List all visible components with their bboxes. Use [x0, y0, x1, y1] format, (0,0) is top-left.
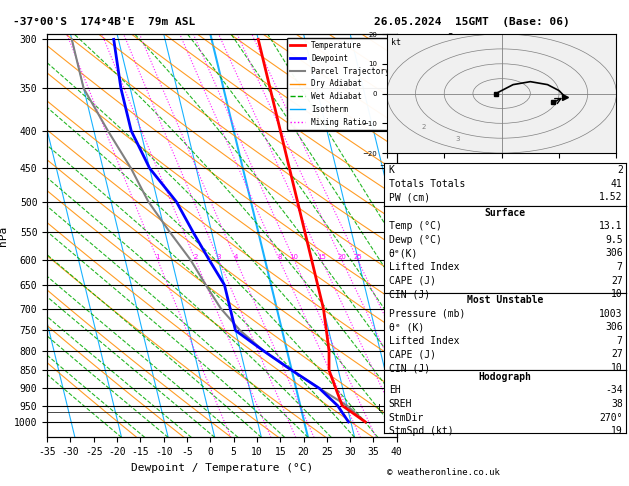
Text: 1003: 1003	[599, 309, 623, 319]
Text: StmDir: StmDir	[389, 413, 424, 423]
Text: Surface: Surface	[484, 208, 525, 218]
Text: Temp (°C): Temp (°C)	[389, 221, 442, 231]
Text: 10: 10	[611, 289, 623, 299]
Text: 19: 19	[611, 426, 623, 436]
Text: 13.1: 13.1	[599, 221, 623, 231]
Text: 2: 2	[421, 124, 426, 130]
Text: CIN (J): CIN (J)	[389, 363, 430, 373]
Text: Lifted Index: Lifted Index	[389, 336, 459, 346]
Text: 9.5: 9.5	[605, 235, 623, 245]
Text: 3: 3	[216, 254, 221, 260]
Text: Totals Totals: Totals Totals	[389, 179, 465, 189]
Text: 3: 3	[455, 136, 460, 142]
Text: 26.05.2024  15GMT  (Base: 06): 26.05.2024 15GMT (Base: 06)	[374, 17, 570, 27]
Text: LCL: LCL	[378, 404, 394, 413]
Text: StmSpd (kt): StmSpd (kt)	[389, 426, 454, 436]
Text: CAPE (J): CAPE (J)	[389, 276, 436, 286]
Text: Most Unstable: Most Unstable	[467, 295, 543, 305]
Text: CIN (J): CIN (J)	[389, 289, 430, 299]
Text: 38: 38	[611, 399, 623, 409]
Text: 4: 4	[233, 254, 238, 260]
Y-axis label: km
ASL: km ASL	[474, 236, 492, 257]
Text: -37°00'S  174°4B'E  79m ASL: -37°00'S 174°4B'E 79m ASL	[13, 17, 195, 27]
Text: 2: 2	[193, 254, 198, 260]
Text: 7: 7	[617, 262, 623, 272]
Text: 10: 10	[611, 363, 623, 373]
Text: 20: 20	[337, 254, 346, 260]
Text: 27: 27	[611, 349, 623, 360]
Text: kt: kt	[391, 37, 401, 47]
Text: 306: 306	[605, 322, 623, 332]
Text: 306: 306	[605, 248, 623, 259]
Text: θᵉ(K): θᵉ(K)	[389, 248, 418, 259]
Text: 270°: 270°	[599, 413, 623, 423]
Text: 27: 27	[611, 276, 623, 286]
Text: K: K	[389, 165, 394, 175]
Text: θᵉ (K): θᵉ (K)	[389, 322, 424, 332]
Text: 25: 25	[353, 254, 362, 260]
Text: 1.52: 1.52	[599, 192, 623, 203]
Text: PW (cm): PW (cm)	[389, 192, 430, 203]
Text: 1: 1	[155, 254, 160, 260]
Y-axis label: hPa: hPa	[0, 226, 8, 246]
Text: 2: 2	[617, 165, 623, 175]
Text: EH: EH	[389, 385, 401, 396]
Text: 8: 8	[277, 254, 282, 260]
Text: Hodograph: Hodograph	[478, 372, 532, 382]
Text: © weatheronline.co.uk: © weatheronline.co.uk	[387, 468, 499, 477]
Legend: Temperature, Dewpoint, Parcel Trajectory, Dry Adiabat, Wet Adiabat, Isotherm, Mi: Temperature, Dewpoint, Parcel Trajectory…	[287, 38, 393, 130]
X-axis label: Dewpoint / Temperature (°C): Dewpoint / Temperature (°C)	[131, 463, 313, 473]
Text: 15: 15	[317, 254, 326, 260]
Text: 10: 10	[289, 254, 298, 260]
Text: SREH: SREH	[389, 399, 412, 409]
Text: 7: 7	[617, 336, 623, 346]
Text: -34: -34	[605, 385, 623, 396]
Text: CAPE (J): CAPE (J)	[389, 349, 436, 360]
Text: Pressure (mb): Pressure (mb)	[389, 309, 465, 319]
Text: 41: 41	[611, 179, 623, 189]
Text: Lifted Index: Lifted Index	[389, 262, 459, 272]
Text: Dewp (°C): Dewp (°C)	[389, 235, 442, 245]
